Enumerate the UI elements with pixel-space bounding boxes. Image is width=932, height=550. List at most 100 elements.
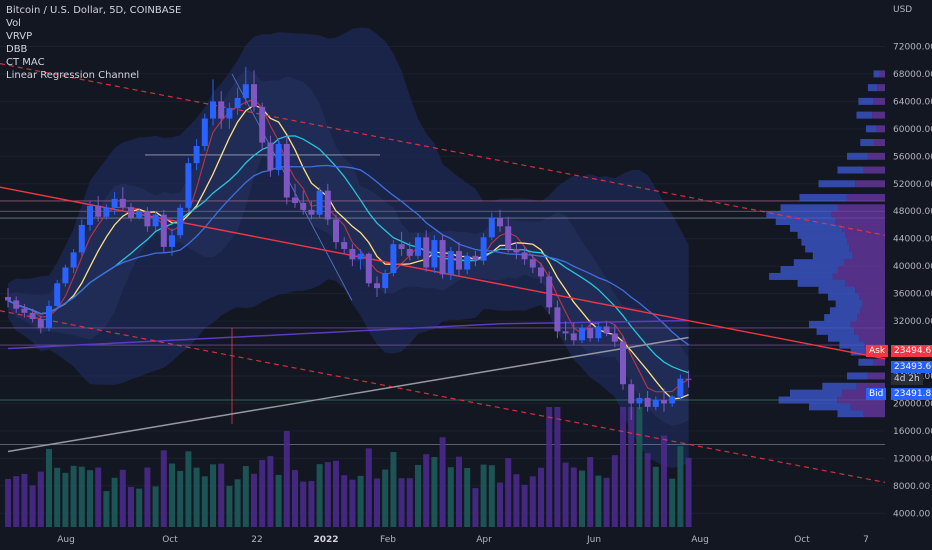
volume-bar: [226, 485, 233, 527]
time-axis: Aug Oct 22 2022 Feb Apr Jun Aug Oct 7: [57, 535, 869, 545]
profile-bar-up: [837, 166, 864, 174]
volume-bar: [185, 451, 192, 527]
profile-bar-down: [877, 84, 885, 92]
indicator-dbb[interactable]: DBB: [6, 44, 28, 55]
candle-body: [275, 143, 282, 171]
volume-bar: [546, 407, 553, 527]
volume-bar: [201, 476, 208, 527]
volume-bar: [620, 407, 626, 527]
candle-body: [669, 396, 676, 404]
profile-bar-down: [859, 334, 885, 342]
moving-averages: [7, 98, 689, 453]
profile-bar-down: [857, 314, 885, 322]
profile-bar-down: [835, 218, 885, 226]
volume-bar: [431, 457, 438, 527]
volume-bars: [5, 407, 692, 527]
volume-bar: [423, 454, 430, 527]
candle-body: [415, 237, 421, 256]
volume-bar: [505, 458, 512, 527]
price-tick-label: 4000.00: [893, 509, 930, 519]
volume-bar: [54, 467, 61, 527]
volume-bar: [259, 459, 266, 527]
candle-body: [234, 97, 241, 109]
price-tick-label: 48000.00: [893, 207, 932, 217]
profile-bar-up: [799, 193, 847, 201]
profile-bar-up: [835, 300, 863, 308]
candle-body: [579, 327, 585, 341]
volume-bar: [160, 450, 167, 527]
volume-bar: [324, 462, 331, 527]
profile-bar-up: [801, 238, 848, 246]
volume-bar: [242, 466, 249, 527]
indicator-linear-regression[interactable]: Linear Regression Channel: [6, 70, 140, 81]
candle-body: [13, 300, 20, 309]
indicator-vrvp[interactable]: VRVP: [6, 31, 33, 42]
candle-body: [390, 244, 397, 273]
candle-body: [505, 226, 512, 249]
price-tick-label: 60000.00: [893, 125, 932, 135]
volume-bar: [292, 470, 298, 527]
chart-legend: Bitcoin / U.S. Dollar, 5D, COINBASE Vol …: [6, 4, 181, 82]
profile-bar-down: [873, 97, 885, 105]
candle-body: [78, 224, 85, 253]
profile-bar-up: [860, 139, 874, 147]
candle-body: [226, 108, 233, 119]
candle-body: [136, 211, 143, 219]
price-tick-label: 44000.00: [893, 235, 932, 245]
time-tick-label: Aug: [691, 535, 709, 545]
ma-cyan-line: [7, 135, 689, 374]
profile-bar-up: [816, 327, 855, 335]
candle-body: [587, 327, 594, 339]
profile-bar-up: [780, 204, 838, 212]
profile-bar-up: [793, 259, 844, 267]
candle-body: [595, 326, 602, 339]
volume-bar: [78, 466, 85, 527]
symbol-title[interactable]: Bitcoin / U.S. Dollar, 5D, COINBASE: [6, 5, 182, 16]
indicator-vol[interactable]: Vol: [6, 18, 21, 29]
candle-body: [488, 218, 495, 238]
candle-body: [513, 248, 520, 253]
profile-bar-up: [778, 396, 838, 404]
candle-body: [382, 273, 389, 289]
volume-bar: [144, 467, 151, 527]
volume-bar: [538, 467, 544, 527]
ma-red-line: [7, 98, 689, 393]
ma-200-line: [7, 336, 689, 453]
price-tick-label: 20000.00: [893, 399, 932, 409]
candle-body: [456, 251, 462, 270]
candle-body: [259, 106, 266, 143]
candle-body: [242, 84, 249, 98]
profile-bar-down: [854, 327, 885, 335]
regression-upper-line: [0, 63, 886, 236]
volume-bar: [480, 464, 487, 527]
volume-bar: [267, 456, 274, 527]
volume-bar: [111, 477, 118, 527]
candle-body: [111, 198, 118, 208]
profile-bar-down: [837, 204, 885, 212]
candle-body: [472, 255, 479, 261]
volume-bar: [587, 457, 594, 527]
profile-bar-up: [867, 84, 878, 92]
profile-bar-up: [797, 279, 846, 287]
indicator-ct-mac[interactable]: CT MAC: [6, 57, 45, 68]
profile-bar-down: [852, 252, 885, 260]
price-tick-label: 64000.00: [893, 97, 932, 107]
candle-body: [562, 331, 569, 334]
volume-bar: [333, 460, 339, 527]
volume-bar: [251, 473, 257, 527]
volume-bar: [398, 478, 405, 527]
candle-body: [611, 333, 618, 342]
candle-body: [357, 253, 364, 260]
volume-bar: [341, 475, 348, 527]
profile-bar-up: [809, 320, 851, 328]
candle-body: [308, 209, 315, 215]
candle-body: [37, 318, 44, 328]
candle-body: [54, 283, 61, 306]
volume-bar: [234, 479, 241, 527]
profile-bar-down: [867, 152, 885, 160]
price-tick-label: 8000.00: [893, 482, 930, 492]
price-tick-label: 40000.00: [893, 262, 932, 272]
volume-bar: [13, 476, 20, 527]
profile-bar-up: [818, 180, 856, 188]
